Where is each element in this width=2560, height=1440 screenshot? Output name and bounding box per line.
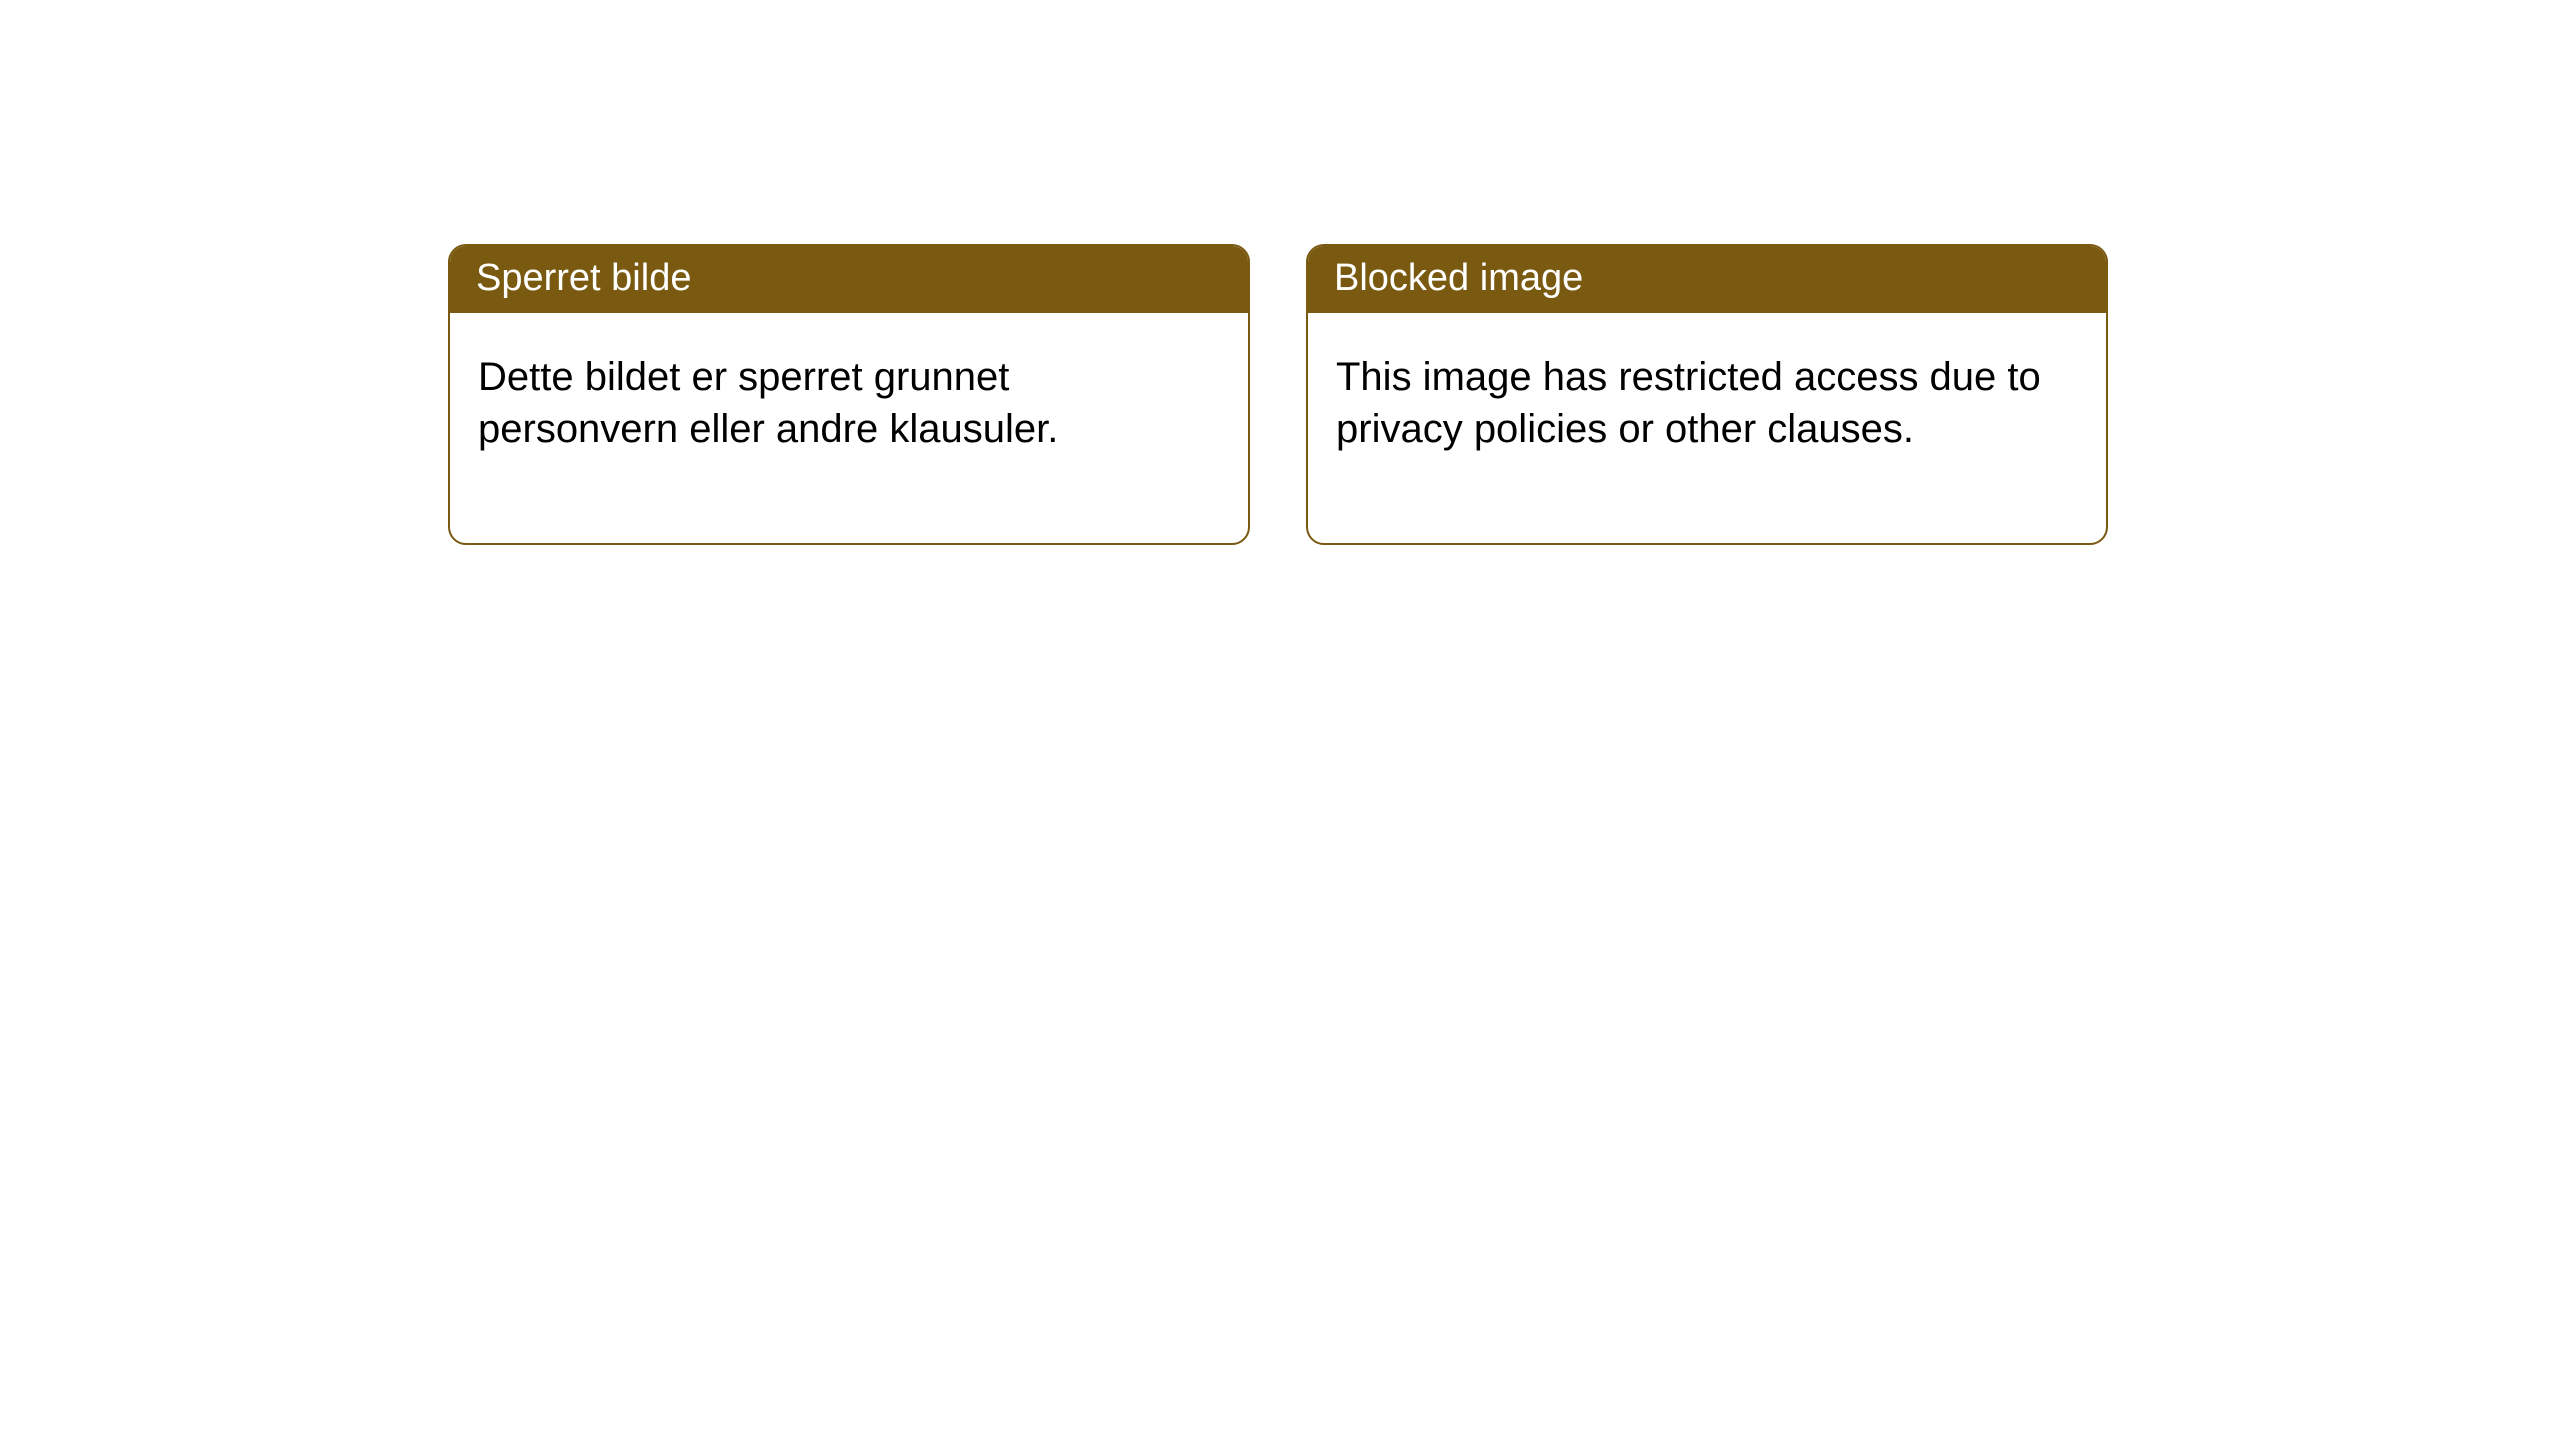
- card-body-en: This image has restricted access due to …: [1308, 313, 2106, 543]
- blocked-image-card-en: Blocked image This image has restricted …: [1306, 244, 2108, 545]
- blocked-image-card-no: Sperret bilde Dette bildet er sperret gr…: [448, 244, 1250, 545]
- card-header-no: Sperret bilde: [450, 246, 1248, 313]
- card-header-en: Blocked image: [1308, 246, 2106, 313]
- notice-container: Sperret bilde Dette bildet er sperret gr…: [0, 0, 2560, 545]
- card-body-no: Dette bildet er sperret grunnet personve…: [450, 313, 1248, 543]
